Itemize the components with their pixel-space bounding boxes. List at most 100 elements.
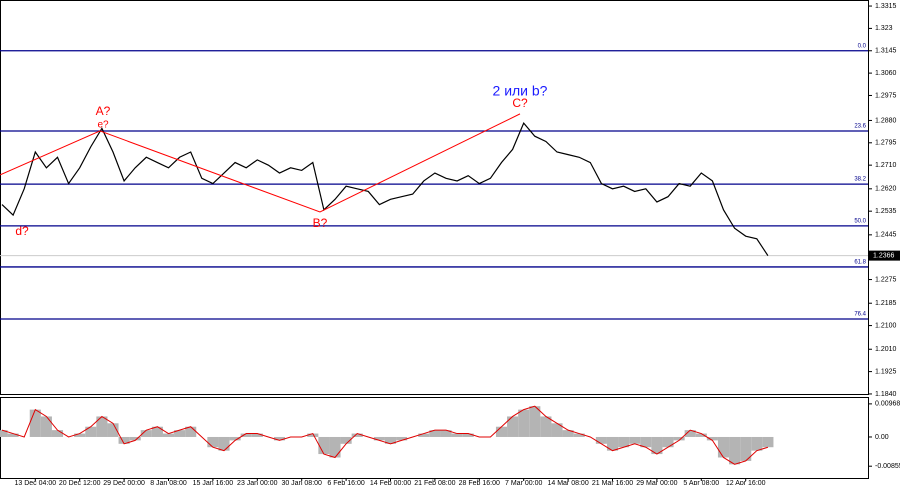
current-price-box: [869, 250, 900, 261]
osc-bar: [85, 426, 97, 437]
osc-bar: [540, 416, 552, 437]
x-tick-label: 12 Apr 16:00: [726, 480, 766, 485]
x-tick-label: 5 Apr 08:00: [683, 480, 719, 485]
osc-bar: [251, 433, 263, 437]
x-tick-label: 6 Feb 16:00: [327, 480, 364, 485]
fib-label: 0.0: [858, 43, 867, 49]
osc-bar: [462, 433, 474, 437]
osc-bar: [207, 436, 219, 448]
osc-bar: [662, 436, 674, 448]
y-tick-label: 1.2100: [875, 322, 897, 329]
osc-bar: [573, 433, 585, 437]
wave-line: [0, 113, 521, 213]
osc-bar: [218, 436, 230, 451]
x-tick-label: 29 Mar 00:00: [636, 480, 677, 485]
osc-bar: [74, 433, 86, 437]
osc-bar: [595, 436, 607, 444]
osc-bar: [185, 426, 197, 437]
osc-bar: [651, 436, 663, 455]
osc-bar: [429, 430, 441, 437]
x-tick-label: 29 Dec 00:00: [103, 480, 145, 485]
osc-bar: [40, 416, 52, 437]
y-tick-label: 1.2620: [875, 186, 897, 193]
osc-bar: [384, 436, 397, 444]
y-tick-label: 1.1925: [875, 368, 897, 375]
osc-bar: [129, 436, 141, 441]
x-tick-label: 20 Dec 12:00: [59, 480, 101, 485]
osc-bar: [695, 433, 707, 437]
osc-bar: [118, 436, 130, 444]
fib-label: 38.2: [854, 177, 866, 183]
y-tick-label: 1.2880: [875, 117, 897, 124]
x-tick-label: 23 Jan 00:00: [237, 480, 278, 485]
osc-bar: [51, 430, 64, 437]
osc-bar: [373, 436, 385, 441]
osc-bar: [96, 416, 108, 437]
osc-bar: [396, 436, 408, 441]
osc-bar: [229, 436, 241, 441]
wave-label: 2 или b?: [493, 83, 548, 99]
price-line: [1, 121, 769, 256]
x-tick-label: 21 Mar 16:00: [592, 480, 633, 485]
osc-bar: [717, 436, 730, 458]
price-frame: [0, 0, 869, 395]
wave-label: A?: [96, 104, 111, 118]
osc-bar: [0, 430, 8, 437]
x-tick-label: 7 Mar 00:00: [505, 480, 542, 485]
current-price-label: 1.2366: [873, 252, 895, 259]
x-tick-label: 21 Feb 08:00: [414, 480, 455, 485]
osc-bar: [351, 433, 363, 437]
osc-bar: [307, 433, 319, 437]
osc-bar: [29, 409, 41, 437]
osc-bar: [684, 430, 696, 437]
osc-bar: [529, 406, 541, 437]
y-tick-label: 1.2535: [875, 208, 897, 215]
osc-bar: [673, 436, 685, 441]
osc-bar: [762, 436, 774, 448]
y-tick-label: 1.1840: [875, 391, 897, 398]
wave-label: e?: [97, 120, 109, 131]
y-tick-label: 1.2445: [875, 232, 897, 239]
osc-bar: [140, 430, 152, 437]
wave-label: d?: [15, 224, 29, 238]
osc-bar: [495, 426, 508, 437]
osc-bar: [618, 436, 630, 448]
y-tick-label: 1.2185: [875, 300, 897, 307]
osc-bar: [518, 409, 530, 437]
x-tick-label: 8 Jan 08:00: [150, 480, 187, 485]
y-tick-label: 1.2010: [875, 346, 897, 353]
osc-tick-label: -0.00855: [875, 463, 900, 470]
osc-bar: [562, 430, 574, 437]
y-tick-label: 1.3145: [875, 48, 897, 55]
osc-bar: [729, 436, 741, 465]
osc-bar: [706, 436, 718, 441]
osc-bar: [151, 426, 163, 437]
y-tick-label: 1.2275: [875, 276, 897, 283]
y-tick-label: 1.3060: [875, 70, 897, 77]
x-tick-label: 14 Feb 00:00: [370, 480, 411, 485]
y-tick-label: 1.2795: [875, 140, 897, 147]
osc-bar: [440, 430, 452, 437]
wave-label: C?: [512, 96, 528, 110]
fib-label: 23.6: [854, 124, 866, 130]
wave-label: B?: [313, 216, 328, 230]
y-tick-label: 1.3315: [875, 3, 897, 10]
osc-bar: [418, 433, 430, 437]
osc-bar: [606, 436, 619, 451]
osc-bar: [273, 436, 286, 441]
osc-bar: [329, 436, 341, 458]
fib-label: 76.4: [854, 312, 866, 318]
osc-bar: [551, 423, 563, 437]
fib-label: 50.0: [854, 218, 866, 224]
osc-bar: [451, 433, 463, 437]
osc-bar: [318, 436, 330, 455]
osc-bar: [640, 436, 652, 448]
osc-bar: [740, 436, 752, 461]
osc-bar: [107, 423, 119, 437]
fib-label: 61.8: [854, 260, 866, 266]
osc-tick-label: 0.00968: [875, 401, 900, 408]
x-tick-label: 14 Mar 08:00: [547, 480, 588, 485]
osc-bar: [629, 436, 641, 444]
